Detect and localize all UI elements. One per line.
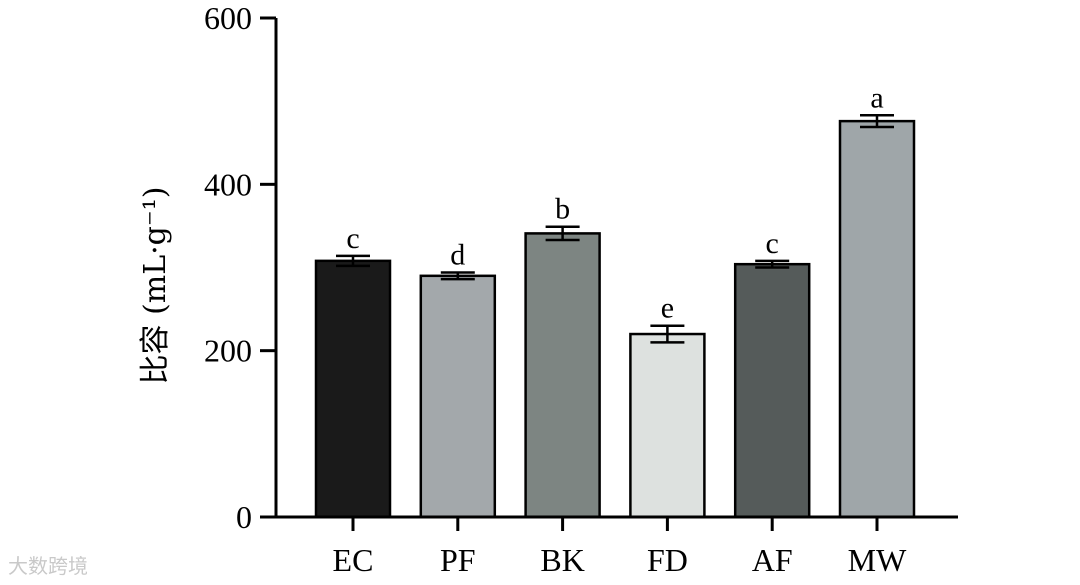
x-tick-label: FD <box>647 542 688 578</box>
error-bar-pf <box>440 271 475 281</box>
y-axis-ticks: 0 200 400 600 <box>204 0 276 535</box>
significance-label: a <box>870 81 883 114</box>
y-tick-label: 400 <box>204 166 252 202</box>
error-bar-mw <box>860 114 894 129</box>
y-tick-label: 200 <box>204 333 252 369</box>
x-tick-label: MW <box>848 542 907 578</box>
significance-label: d <box>450 238 465 271</box>
labels: c EC d PF b BK e FD c AF a MW <box>333 81 908 578</box>
x-tick-label: PF <box>440 542 476 578</box>
bar-mw <box>838 119 916 519</box>
x-tick-label: EC <box>333 542 374 578</box>
y-tick-label: 600 <box>204 0 252 36</box>
bar-pf <box>419 274 497 519</box>
x-tick-label: BK <box>540 542 584 578</box>
bar-af <box>733 262 811 519</box>
bar-ec <box>314 259 392 519</box>
error-bar-fd <box>650 324 685 344</box>
error-bar-af <box>755 259 790 269</box>
y-tick-label: 0 <box>236 499 252 535</box>
significance-label: b <box>555 193 570 226</box>
error-bar-ec <box>336 254 370 268</box>
bar-fd <box>629 332 706 519</box>
significance-label: c <box>766 227 779 260</box>
error-bar-bk <box>545 225 580 242</box>
x-tick-label: AF <box>752 542 793 578</box>
error-bars <box>336 114 894 344</box>
watermark-text: 大数跨境 <box>8 554 88 578</box>
significance-label: c <box>346 222 359 255</box>
significance-label: e <box>661 292 674 325</box>
bar-bk <box>524 232 601 519</box>
bars <box>314 119 916 519</box>
y-axis-label: 比容 (mL·g⁻¹) <box>138 187 173 385</box>
